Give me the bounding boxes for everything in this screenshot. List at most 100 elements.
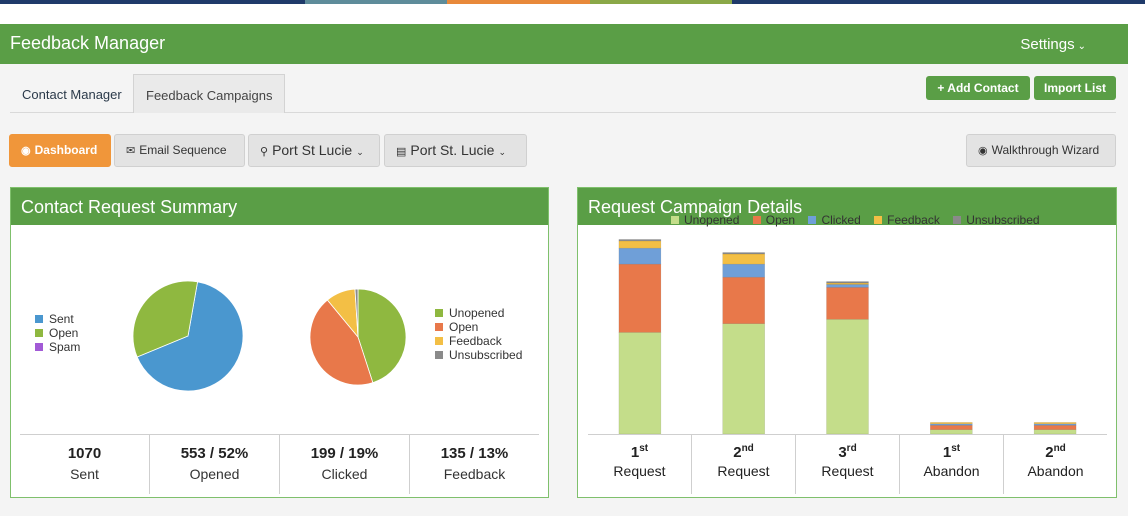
legend-label: Clicked: [821, 213, 861, 227]
stat-value: 199 / 19%: [310, 445, 379, 462]
category-ordinal: 3rd: [796, 443, 899, 461]
bar-segment-unopened: [618, 332, 662, 434]
bar-segment-clicked: [826, 284, 869, 288]
eye-icon: ◉: [978, 145, 988, 157]
dashboard-label: Dashboard: [34, 143, 98, 157]
legend-swatch: [953, 216, 962, 224]
ordinal-suffix: rd: [846, 443, 857, 454]
legend-item: Unsubscribed: [435, 348, 522, 362]
legend-label: Sent: [49, 312, 74, 326]
legend-swatch: [35, 315, 43, 323]
category-caption: Request: [821, 463, 874, 479]
engagement-pie-chart: [309, 288, 407, 386]
envelope-icon: ✉: [126, 145, 136, 157]
ordinal-suffix: nd: [741, 443, 754, 454]
ordinal-suffix: st: [951, 443, 961, 454]
legend-swatch: [435, 351, 443, 359]
category-ordinal: 1st: [588, 443, 691, 461]
tab-bar: Contact Manager Feedback Campaigns: [10, 74, 1116, 113]
chevron-down-icon: ⌄: [498, 147, 506, 157]
settings-menu[interactable]: Settings ⌄: [1020, 36, 1086, 53]
stat-label: Sent: [70, 466, 99, 482]
chevron-down-icon: ⌄: [356, 147, 364, 157]
legend-swatch: [435, 323, 443, 331]
email-sequence-button[interactable]: ✉ Email Sequence: [114, 134, 245, 167]
walkthrough-wizard-button[interactable]: ◉ Walkthrough Wizard: [966, 134, 1116, 167]
bar-segment-clicked: [722, 263, 765, 278]
pie-slice-unopened: [357, 288, 407, 384]
contact-request-summary-panel: Contact Request Summary Sent Open Spam U…: [10, 187, 549, 498]
legend-item: Clicked: [808, 213, 861, 227]
bar-segment-unsubscribed: [826, 281, 869, 284]
tab-contact-manager[interactable]: Contact Manager: [22, 87, 122, 102]
legend-swatch: [752, 216, 761, 224]
summary-stats-row: 1070 Sent 553 / 52% Opened 199 / 19% Cli…: [20, 434, 539, 494]
legend-item: Unsubscribed: [953, 213, 1040, 227]
pie-slice-unsubscribed: [354, 288, 359, 338]
legend-label: Unsubscribed: [449, 348, 523, 362]
stat-label: Opened: [189, 466, 240, 482]
bar-segment-feedback: [722, 253, 765, 265]
bar-segment-open: [826, 287, 869, 320]
campaign-category-labels: 1st Request 2nd Request 3rd Request 1st …: [588, 434, 1107, 494]
bar-segment-feedback: [929, 422, 973, 425]
account-dropdown[interactable]: ▤ Port St. Lucie ⌄: [384, 134, 527, 167]
legend-item: Unopened: [435, 306, 522, 320]
category-label: 3rd Request: [796, 435, 900, 494]
stat-label: Feedback: [443, 466, 506, 482]
legend-item: Open: [435, 320, 522, 334]
legend-label: Feedback: [887, 213, 940, 227]
walkthrough-label: Walkthrough Wizard: [991, 143, 1100, 157]
category-ordinal: 1st: [900, 443, 1003, 461]
dashboard-button[interactable]: ◉ Dashboard: [9, 134, 111, 167]
legend-item: Open: [752, 213, 795, 227]
pie-slice-sent: [136, 281, 244, 392]
legend-item: Spam: [35, 340, 80, 354]
bar-segment-feedback: [618, 240, 662, 249]
panel-title: Request Campaign Details: [578, 188, 1116, 225]
stat-value: 135 / 13%: [440, 445, 509, 462]
add-contact-button[interactable]: + Add Contact: [926, 76, 1030, 100]
category-label: 2nd Request: [692, 435, 796, 494]
bar-segment-clicked: [618, 247, 662, 265]
legend-label: Open: [449, 320, 479, 334]
ordinal-number: 1: [630, 444, 640, 461]
app-header: Feedback Manager Settings ⌄: [0, 24, 1128, 64]
category-label: 1st Abandon: [900, 435, 1004, 494]
tab-feedback-campaigns[interactable]: Feedback Campaigns: [133, 74, 286, 113]
stat-label: Clicked: [321, 466, 368, 482]
stat-sent: 1070 Sent: [20, 435, 150, 494]
stat-opened: 553 / 52% Opened: [150, 435, 280, 494]
stripe-segment: [590, 0, 732, 4]
pie-slice-open: [132, 280, 199, 358]
category-caption: Request: [717, 463, 770, 479]
category-caption: Request: [613, 463, 666, 479]
campaign-stacked-bar-chart: [618, 239, 1077, 434]
stripe-segment: [305, 0, 447, 4]
category-caption: Abandon: [1027, 463, 1084, 479]
ordinal-number: 2: [1045, 444, 1054, 461]
sent-open-pie-chart: [132, 280, 244, 392]
legend-item: Feedback: [435, 334, 522, 348]
legend-swatch: [435, 309, 443, 317]
category-caption: Abandon: [923, 463, 980, 479]
legend-label: Unsubscribed: [966, 213, 1040, 227]
ordinal-suffix: st: [639, 443, 649, 454]
ordinal-suffix: nd: [1053, 443, 1066, 454]
ordinal-number: 3: [838, 444, 847, 461]
top-color-stripe: [0, 0, 1145, 4]
pie-slice-open: [309, 299, 374, 386]
legend-label: Feedback: [449, 334, 502, 348]
campaign-legend: Unopened Open Clicked Feedback Unsubscri…: [671, 213, 1050, 227]
bar-segment-open: [1033, 424, 1077, 430]
bar-segment-feedback: [1033, 422, 1077, 425]
bar-segment-open: [722, 276, 765, 324]
legend-item: Feedback: [874, 213, 940, 227]
import-list-button[interactable]: Import List: [1034, 76, 1116, 100]
legend-swatch: [874, 216, 883, 224]
location-dropdown[interactable]: ⚲ Port St Lucie ⌄: [248, 134, 380, 167]
stat-feedback: 135 / 13% Feedback: [410, 435, 539, 494]
stat-value: 1070: [67, 445, 102, 462]
bar-segment-unsubscribed: [618, 239, 662, 242]
legend-item: Sent: [35, 312, 80, 326]
